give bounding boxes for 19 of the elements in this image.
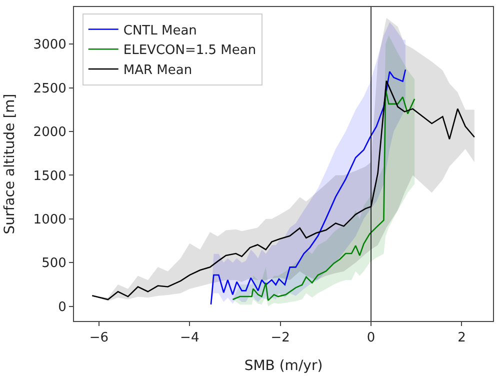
x-tick-label: −4 (180, 330, 200, 346)
legend-label: CNTL Mean (123, 23, 197, 38)
y-tick-label: 2000 (33, 125, 66, 140)
x-tick-label: 0 (366, 330, 376, 346)
x-axis-title: SMB (m/yr) (244, 358, 323, 374)
y-tick-label: 2500 (33, 81, 66, 96)
x-tick-label: −2 (270, 330, 290, 346)
legend-label: ELEVCON=1.5 Mean (123, 43, 256, 58)
line-series (210, 69, 406, 306)
y-tick-label: 0 (58, 300, 66, 315)
y-axis-title: Surface altitude [m] (2, 94, 18, 234)
x-tick-label: 2 (458, 330, 466, 346)
y-tick-label: 1500 (33, 168, 66, 184)
y-tick-label: 500 (42, 256, 66, 272)
line-series (232, 88, 416, 302)
x-tick-label: −6 (89, 330, 109, 346)
y-tick-label: 3000 (33, 38, 66, 53)
legend-label: MAR Mean (123, 63, 192, 78)
y-tick-label: 1000 (33, 212, 66, 228)
